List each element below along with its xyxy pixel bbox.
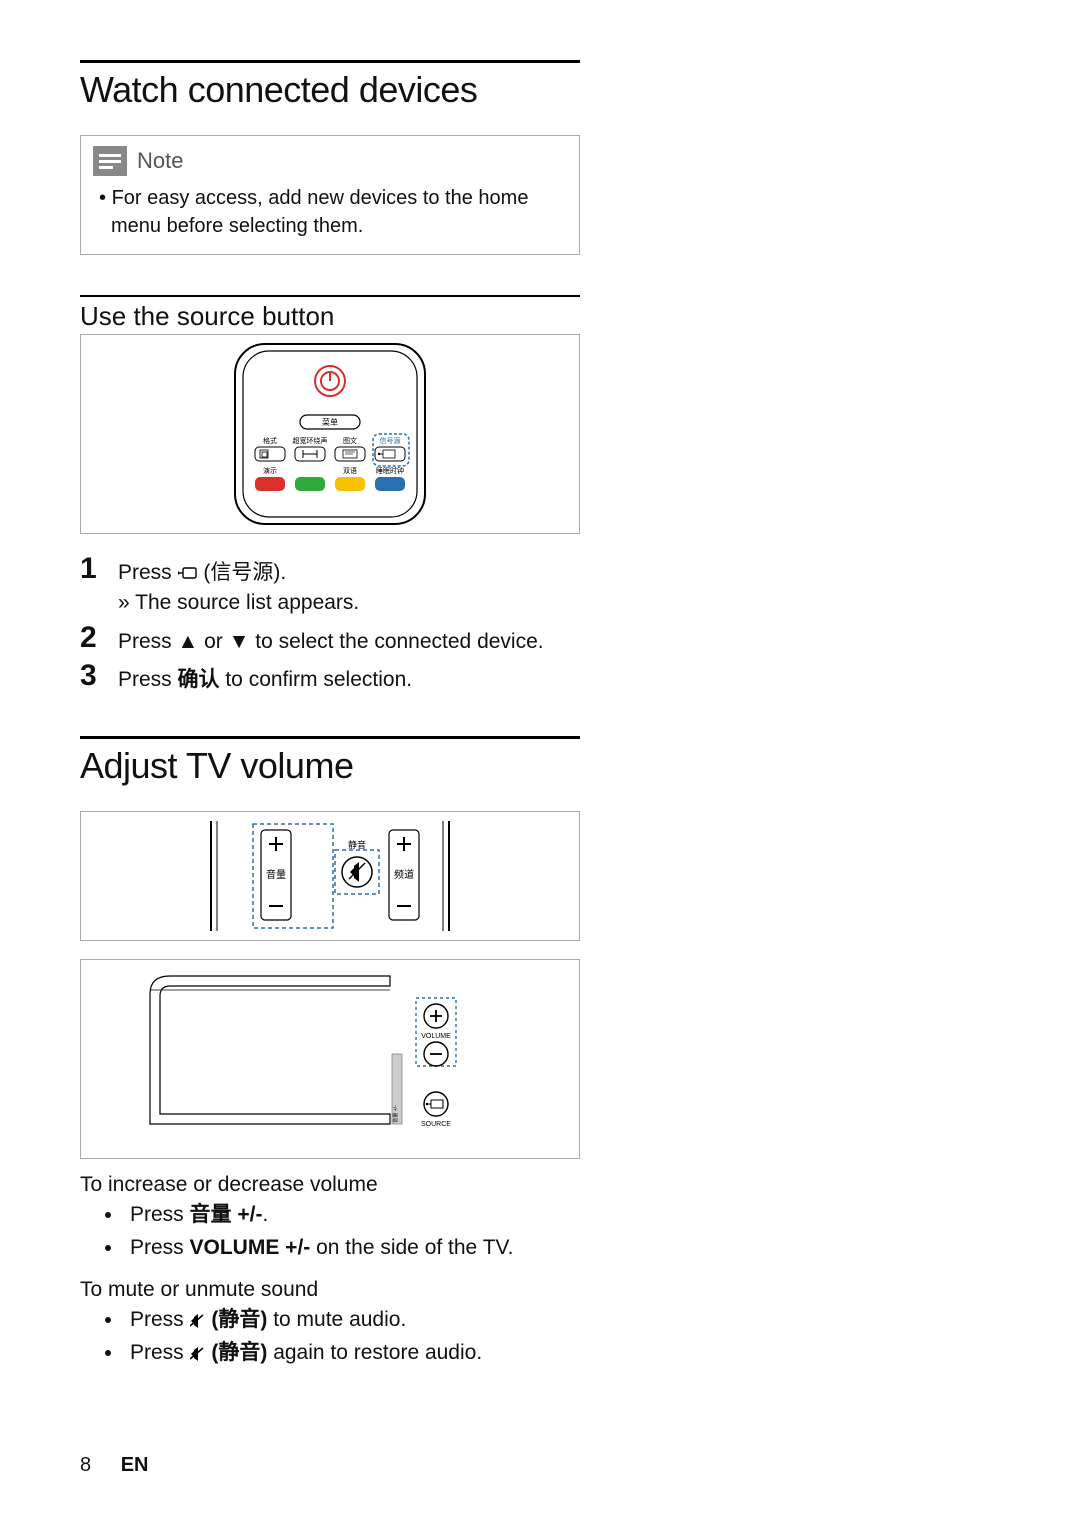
- source-icon: [178, 566, 198, 580]
- svg-text:音量 +/-: 音量 +/-: [392, 1105, 399, 1123]
- rule-source: [80, 295, 580, 297]
- bullet-vol-remote: Press 音量 +/-.: [124, 1199, 580, 1231]
- svg-text:VOLUME: VOLUME: [421, 1033, 451, 1040]
- svg-text:演示: 演示: [263, 466, 277, 475]
- head-increase: To increase or decrease volume: [80, 1173, 580, 1197]
- note-box: Note For easy access, add new devices to…: [80, 135, 580, 255]
- heading-volume: Adjust TV volume: [80, 745, 580, 787]
- svg-text:音量: 音量: [266, 868, 286, 881]
- note-body: For easy access, add new devices to the …: [81, 182, 579, 254]
- figure-tv-side: 音量 +/- VOLUME SOURCE: [80, 959, 580, 1159]
- step-1-sub: The source list appears.: [118, 588, 359, 618]
- heading-source: Use the source button: [80, 301, 580, 332]
- svg-text:睡眠时钟: 睡眠时钟: [376, 466, 404, 475]
- step-num-1: 1: [80, 554, 118, 584]
- step-num-2: 2: [80, 623, 118, 653]
- mute-icon: [190, 1347, 206, 1361]
- step-num-3: 3: [80, 661, 118, 691]
- tv-side-svg: 音量 +/- VOLUME SOURCE: [140, 964, 520, 1154]
- svg-text:双语: 双语: [343, 466, 357, 475]
- svg-text:静音: 静音: [348, 839, 366, 850]
- step-body-1: Press (信号源). The source list appears.: [118, 554, 359, 619]
- svg-text:格式: 格式: [263, 436, 277, 445]
- step-body-3: Press 确认 to confirm selection.: [118, 661, 412, 695]
- svg-text:超宽环绕声: 超宽环绕声: [293, 436, 328, 445]
- remote-top-svg: 菜单 格式 超宽环绕声 图文 信号源: [225, 339, 435, 529]
- page-lang: EN: [121, 1454, 149, 1476]
- bullets-mute: Press (静音) to mute audio. Press (静音) aga…: [80, 1304, 580, 1369]
- heading-watch-connected: Watch connected devices: [80, 69, 580, 111]
- mute-icon: [190, 1314, 206, 1328]
- menu-label: 菜单: [322, 417, 338, 427]
- head-mute: To mute or unmute sound: [80, 1278, 580, 1302]
- page-footer: 8 EN: [80, 1454, 148, 1477]
- steps-source: 1 Press (信号源). The source list appears. …: [80, 554, 580, 696]
- figure-remote-volume: 音量 静音 频道: [80, 811, 580, 941]
- bullets-increase: Press 音量 +/-. Press VOLUME +/- on the si…: [80, 1199, 580, 1264]
- step-body-2: Press ▲ or ▼ to select the connected dev…: [118, 623, 544, 657]
- remote-vol-svg: 音量 静音 频道: [205, 816, 455, 936]
- bullet-mute: Press (静音) to mute audio.: [124, 1304, 580, 1336]
- page-number: 8: [80, 1454, 91, 1476]
- bullet-unmute: Press (静音) again to restore audio.: [124, 1337, 580, 1369]
- svg-text:SOURCE: SOURCE: [421, 1121, 451, 1128]
- note-label: Note: [137, 148, 183, 174]
- note-icon: [93, 146, 127, 176]
- figure-remote-top: 菜单 格式 超宽环绕声 图文 信号源: [80, 334, 580, 534]
- rule-top: [80, 60, 580, 63]
- svg-text:信号源: 信号源: [380, 436, 401, 445]
- svg-text:频道: 频道: [394, 868, 414, 881]
- rule-volume: [80, 736, 580, 739]
- svg-text:图文: 图文: [343, 436, 357, 445]
- bullet-vol-tv: Press VOLUME +/- on the side of the TV.: [124, 1232, 580, 1264]
